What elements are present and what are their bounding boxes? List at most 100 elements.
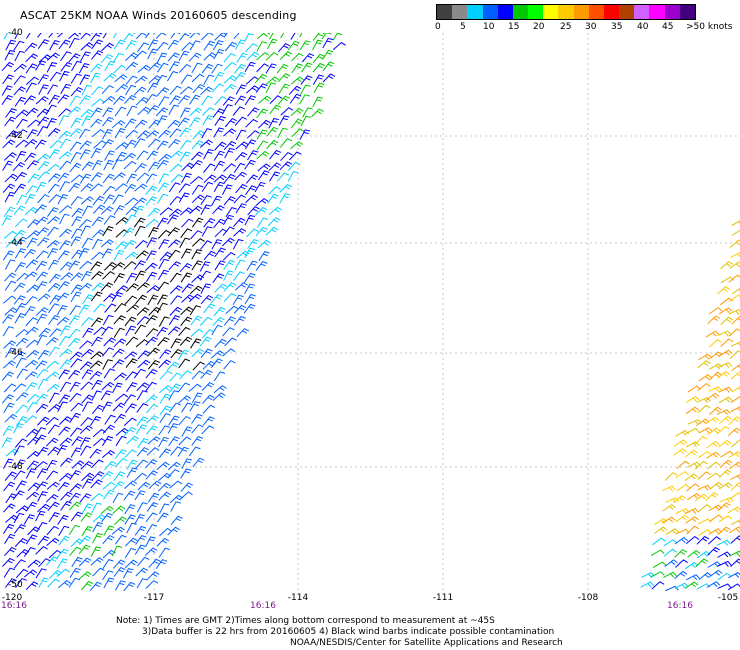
wind-barb — [115, 427, 129, 436]
wind-barb — [202, 328, 215, 339]
wind-barb — [191, 238, 205, 247]
wind-barb — [48, 392, 60, 403]
wind-barb — [181, 294, 194, 303]
wind-barb — [148, 75, 162, 84]
wind-barb — [698, 572, 712, 581]
wind-barb — [167, 461, 181, 471]
colorbar-segment — [649, 5, 665, 19]
wind-barb — [267, 217, 281, 226]
wind-barb — [81, 503, 93, 514]
wind-barb — [16, 368, 28, 379]
wind-barb — [46, 459, 58, 471]
wind-barb — [57, 401, 68, 412]
wind-barb — [125, 52, 139, 61]
colorbar-segment — [512, 5, 529, 19]
wind-barb — [168, 239, 181, 249]
wind-barb — [102, 95, 116, 104]
wind-barb — [91, 86, 104, 96]
wind-barb — [25, 259, 39, 269]
wind-barb — [169, 163, 183, 173]
wind-barb — [180, 468, 192, 479]
wind-barb — [78, 535, 92, 545]
wind-barb — [730, 396, 740, 403]
wind-barb — [35, 181, 47, 193]
wind-barb — [134, 544, 146, 555]
wind-barb — [169, 494, 183, 504]
wind-barb — [213, 48, 225, 60]
wind-barb — [69, 412, 81, 423]
colorbar-labels: 0 5 10 15 20 25 30 35 40 45 >50 knots — [430, 22, 740, 34]
wind-barb — [15, 337, 29, 347]
wind-barb — [124, 351, 138, 360]
wind-barb — [114, 516, 127, 526]
wind-barb — [36, 153, 50, 162]
colorbar-segment — [558, 5, 574, 19]
wind-barb — [114, 534, 127, 545]
wind-barb — [698, 504, 712, 512]
wind-barb — [49, 294, 61, 305]
wind-barb — [81, 161, 94, 171]
colorbar-segment — [573, 5, 589, 19]
wind-barb — [5, 448, 19, 457]
wind-barb — [126, 173, 138, 184]
wind-barb — [232, 239, 244, 250]
wind-barb — [102, 116, 114, 127]
wind-barb — [698, 450, 712, 459]
wind-barb — [91, 251, 104, 261]
wind-barb — [729, 526, 740, 534]
wind-barb — [170, 446, 183, 456]
wind-barb — [178, 326, 191, 337]
wind-barb — [24, 138, 38, 148]
wind-barb — [71, 436, 84, 446]
wind-barb — [1, 215, 13, 226]
wind-barb — [101, 42, 115, 52]
lon-label: -117 — [143, 593, 165, 603]
wind-barb — [134, 490, 146, 501]
wind-barb — [235, 129, 247, 141]
wind-barb — [651, 581, 665, 590]
wind-barb — [46, 383, 60, 393]
wind-barb — [729, 261, 740, 269]
note-line: Note: 1) Times are GMT 2)Times along bot… — [116, 616, 495, 626]
wind-barb — [103, 215, 116, 225]
wind-barb — [179, 237, 191, 248]
wind-barb — [101, 449, 115, 459]
wind-barb — [47, 578, 60, 588]
wind-barb — [255, 83, 268, 93]
wind-barb — [124, 251, 138, 260]
wind-barb — [24, 415, 38, 424]
lon-label: -111 — [432, 593, 454, 603]
wind-barb — [114, 302, 127, 313]
wind-barb — [156, 302, 168, 314]
wind-barb — [13, 205, 26, 216]
wind-barb — [46, 360, 60, 370]
wind-barb — [144, 262, 158, 272]
wind-barb — [25, 295, 38, 306]
wind-barb — [70, 73, 82, 84]
wind-barb — [709, 351, 723, 360]
wind-barb — [291, 63, 303, 74]
wind-barb — [236, 328, 250, 338]
wind-barb — [25, 82, 37, 93]
wind-barb — [148, 558, 161, 568]
wind-barb — [91, 50, 104, 60]
wind-barb — [167, 39, 180, 50]
wind-barb — [91, 270, 104, 280]
wind-barb — [189, 107, 203, 117]
wind-barb — [190, 328, 204, 338]
wind-barb — [134, 183, 148, 192]
wind-barb — [126, 304, 140, 313]
wind-barb — [234, 95, 246, 106]
wind-barb — [125, 206, 139, 215]
wind-barb — [180, 107, 191, 118]
wind-barb — [235, 203, 247, 214]
wind-barb — [190, 338, 202, 349]
wind-barb — [124, 480, 138, 489]
wind-barb — [47, 127, 61, 137]
wind-barb — [246, 130, 260, 139]
wind-barb — [684, 449, 698, 458]
wind-barb — [718, 361, 733, 369]
wind-barb — [189, 176, 204, 185]
wind-barb — [222, 226, 235, 236]
wind-barb — [145, 425, 159, 435]
